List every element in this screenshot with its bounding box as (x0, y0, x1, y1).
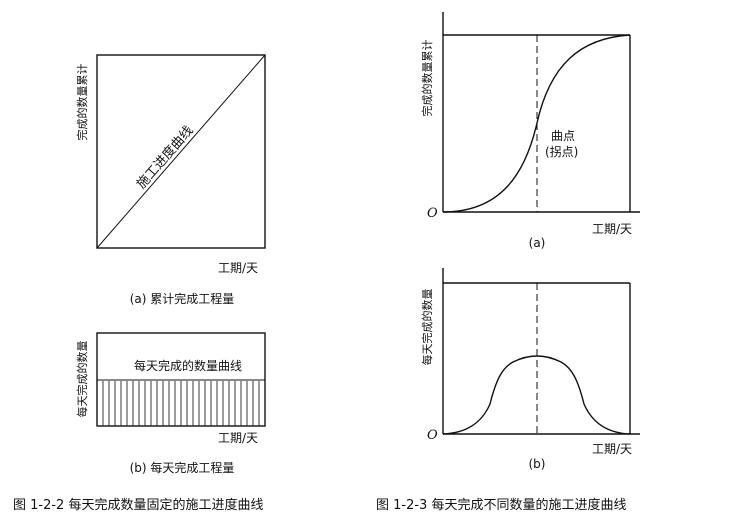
right-chart-b: 每天完成的数量 O 工期/天 (b) (420, 268, 640, 471)
right-a-s-curve (442, 34, 631, 213)
left-chart-a: 施工进度曲线 完成的数量累计 工期/天 (a) 累计完成工程量 (75, 54, 266, 306)
left-a-frame (96, 54, 266, 249)
right-b-ylabel: 每天完成的数量 (420, 289, 434, 366)
left-figure-caption: 图 1-2-2 每天完成数量固定的施工进度曲线 (13, 497, 263, 513)
right-a-annotation-line2: (拐点) (545, 144, 578, 159)
right-chart-a: 曲点 (拐点) 完成的数量累计 O 工期/天 (a) (420, 12, 640, 250)
left-b-curve-label: 每天完成的数量曲线 (134, 358, 242, 373)
right-b-bell-curve (442, 355, 631, 435)
left-b-caption: (b) 每天完成工程量 (130, 460, 235, 475)
left-a-line-label: 施工进度曲线 (133, 123, 196, 192)
left-b-xlabel: 工期/天 (218, 431, 258, 445)
right-a-ylabel: 完成的数量累计 (420, 40, 434, 117)
right-a-origin: O (427, 206, 438, 221)
left-chart-b: 每天完成的数量曲线 每天完成的数量 工期/天 (b) 每天完成工程量 (75, 332, 266, 475)
right-figure-caption: 图 1-2-3 每天完成不同数量的施工进度曲线 (376, 497, 626, 513)
right-b-xlabel: 工期/天 (592, 442, 632, 456)
left-a-xlabel: 工期/天 (218, 261, 258, 275)
left-a-caption: (a) 累计完成工程量 (130, 291, 235, 306)
right-a-caption: (a) (529, 236, 546, 250)
left-b-hatching (102, 381, 260, 426)
left-a-ylabel: 完成的数量累计 (75, 64, 89, 141)
right-a-annotation-line1: 曲点 (551, 129, 575, 143)
right-b-caption: (b) (529, 457, 546, 471)
left-a-progress-line (96, 54, 266, 249)
right-a-xlabel: 工期/天 (592, 222, 632, 236)
left-b-ylabel: 每天完成的数量 (75, 341, 89, 418)
right-b-origin: O (427, 428, 438, 443)
